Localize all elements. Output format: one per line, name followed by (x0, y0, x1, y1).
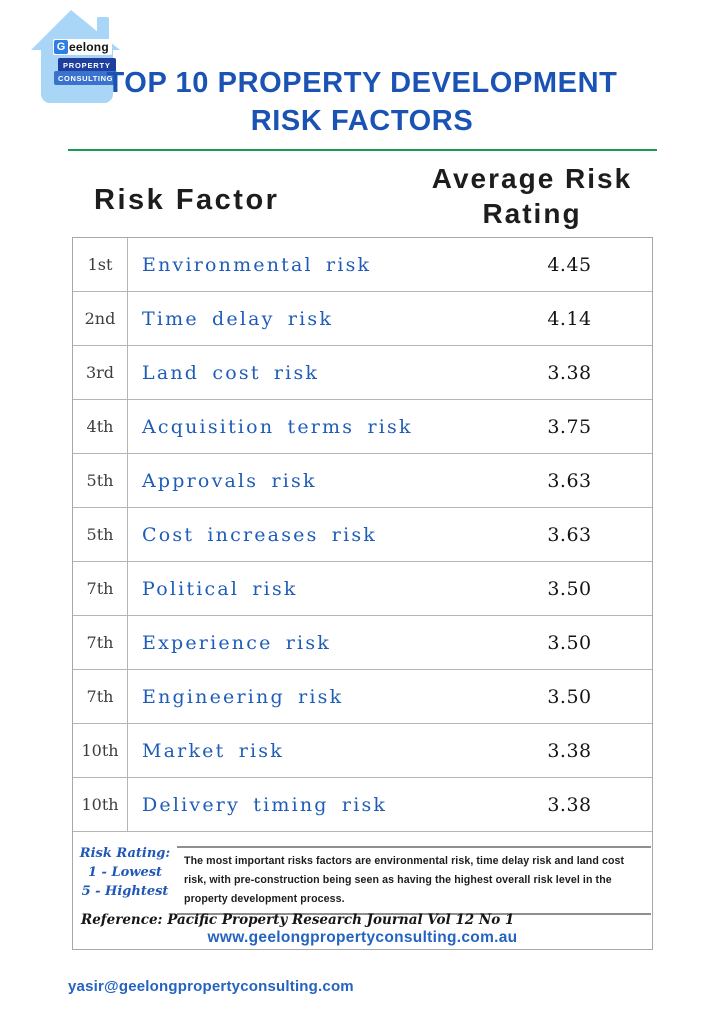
website-link[interactable]: www.geelongpropertyconsulting.com.au (207, 929, 518, 946)
risk-factor-cell: Engineering risk (142, 685, 344, 708)
logo-g-badge: G (54, 40, 68, 54)
risk-factor-cell: Cost increases risk (142, 523, 378, 546)
column-header-average-risk-rating: Average Risk Rating (402, 161, 662, 231)
column-header-avg-line2: Rating (482, 198, 582, 229)
rating-cell: 3.50 (547, 631, 592, 654)
rank-cell: 5th (73, 454, 128, 507)
table-row: 5th Approvals risk 3.63 (73, 454, 652, 508)
page-title-line2: RISK FACTORS (250, 105, 474, 137)
legend-highest: 5 - Hightest (81, 884, 169, 899)
table-row: 7th Engineering risk 3.50 (73, 670, 652, 724)
rank-cell: 7th (73, 670, 128, 723)
rating-cell: 3.38 (547, 739, 592, 762)
risk-factor-cell: Environmental risk (142, 253, 372, 276)
column-header-risk-factor: Risk Factor (94, 184, 280, 216)
risk-factor-cell: Market risk (142, 739, 284, 762)
summary-note-box: The most important risks factors are env… (177, 846, 651, 915)
legend-lowest: 1 - Lowest (87, 865, 163, 880)
risk-factor-cell: Time delay risk (142, 307, 334, 330)
table-row: 5th Cost increases risk 3.63 (73, 508, 652, 562)
rating-cell: 3.50 (547, 577, 592, 600)
rank-cell: 3rd (73, 346, 128, 399)
rating-cell: 4.14 (547, 307, 592, 330)
summary-note: The most important risks factors are env… (184, 855, 625, 905)
table-row: 7th Experience risk 3.50 (73, 616, 652, 670)
risk-factor-cell: Experience risk (142, 631, 331, 654)
title-divider (68, 149, 657, 151)
table-row: 10th Market risk 3.38 (73, 724, 652, 778)
risk-factor-cell: Approvals risk (142, 469, 317, 492)
risk-factor-cell: Acquisition terms risk (142, 415, 413, 438)
company-logo: G eelong PROPERTY CONSULTING (28, 6, 142, 106)
rating-cell: 3.75 (547, 415, 592, 438)
column-header-avg-line1: Average Risk (431, 163, 633, 194)
risk-table: 1st Environmental risk 4.45 2nd Time delay r… (72, 237, 653, 950)
email-link[interactable]: yasir@geelongpropertyconsulting.com (68, 978, 354, 995)
rank-cell: 10th (73, 724, 128, 777)
rating-cell: 3.38 (547, 361, 592, 384)
rank-cell: 5th (73, 508, 128, 561)
risk-factor-cell: Delivery timing risk (142, 793, 388, 816)
table-footer: Risk Rating: 1 - Lowest 5 - Hightest The… (73, 832, 652, 949)
risk-factor-cell: Land cost risk (142, 361, 320, 384)
table-row: 1st Environmental risk 4.45 (73, 238, 652, 292)
rank-cell: 1st (73, 238, 128, 291)
rating-cell: 3.50 (547, 685, 592, 708)
rank-cell: 7th (73, 562, 128, 615)
table-row: 2nd Time delay risk 4.14 (73, 292, 652, 346)
table-row: 7th Political risk 3.50 (73, 562, 652, 616)
rating-cell: 4.45 (547, 253, 592, 276)
rank-cell: 10th (73, 778, 128, 831)
reference-text: Reference: Pacific Property Research Jou… (81, 912, 515, 928)
rating-cell: 3.63 (547, 523, 592, 546)
logo-tagline-property: PROPERTY (58, 58, 116, 72)
rating-cell: 3.63 (547, 469, 592, 492)
logo-brand-rest: eelong (69, 40, 109, 54)
legend-title: Risk Rating: (79, 846, 171, 861)
table-row: 3rd Land cost risk 3.38 (73, 346, 652, 400)
logo-brand-name: G eelong (53, 39, 112, 55)
rating-cell: 3.38 (547, 793, 592, 816)
rank-cell: 7th (73, 616, 128, 669)
risk-rating-legend: Risk Rating: 1 - Lowest 5 - Hightest (73, 844, 177, 901)
table-row: 10th Delivery timing risk 3.38 (73, 778, 652, 832)
risk-table-body: 1st Environmental risk 4.45 2nd Time delay r… (73, 238, 652, 832)
risk-factor-cell: Political risk (142, 577, 298, 600)
logo-tagline-consulting: CONSULTING (54, 71, 118, 85)
table-row: 4th Acquisition terms risk 3.75 (73, 400, 652, 454)
page-title: TOP 10 PROPERTY DEVELOPMENT RISK FACTORS (0, 64, 724, 140)
page-title-line1: TOP 10 PROPERTY DEVELOPMENT (106, 67, 618, 99)
rank-cell: 2nd (73, 292, 128, 345)
rank-cell: 4th (73, 400, 128, 453)
